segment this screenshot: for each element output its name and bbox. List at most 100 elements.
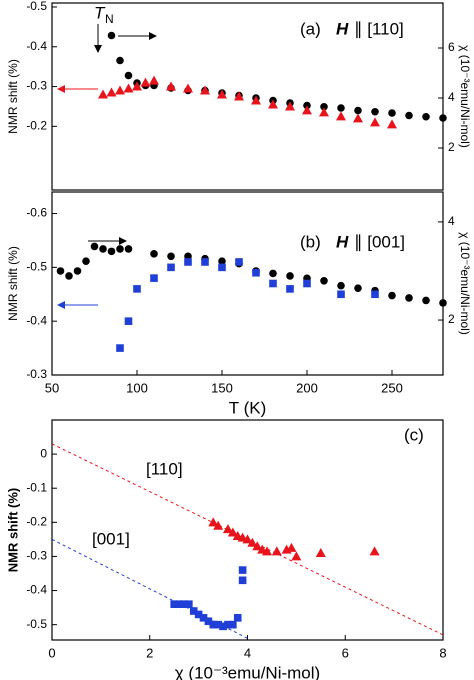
point	[303, 279, 311, 288]
point	[208, 517, 219, 527]
point	[286, 285, 294, 293]
x-tick-label: 250	[381, 380, 403, 395]
y-tick-label: -0.3	[26, 79, 47, 93]
point	[123, 83, 134, 93]
point	[213, 520, 224, 530]
point	[370, 117, 380, 127]
point	[98, 89, 108, 99]
point	[166, 81, 176, 91]
y-tick-label: -0.5	[26, 617, 47, 631]
line-label: [110]	[146, 459, 183, 478]
point	[271, 546, 282, 556]
y2-tick-label: 4	[448, 90, 455, 104]
point	[175, 600, 183, 608]
point	[269, 279, 277, 288]
point	[234, 91, 244, 101]
point	[269, 269, 277, 278]
y-tick-label: 0	[40, 446, 47, 460]
point	[184, 258, 192, 266]
point	[262, 546, 273, 556]
x-tick-label: 150	[211, 380, 233, 395]
point	[439, 114, 447, 122]
y2-tick-label: 2	[448, 312, 455, 326]
point	[251, 95, 261, 105]
point	[56, 267, 65, 275]
field-direction: ∥ [001]	[354, 232, 405, 251]
point	[422, 112, 430, 121]
y2-axis-label: χ (10⁻³emu/Ni-mol)	[458, 232, 472, 335]
panel-label: (a)	[300, 19, 321, 38]
point	[124, 245, 133, 253]
y-tick-label: -0.2	[26, 119, 47, 133]
y-tick-label: -0.5	[26, 260, 47, 274]
point	[315, 548, 326, 558]
tn-label: T	[94, 3, 106, 22]
point	[99, 245, 107, 253]
point	[116, 245, 124, 253]
point	[422, 296, 430, 305]
point	[214, 620, 222, 629]
point	[371, 290, 379, 299]
point	[227, 527, 238, 537]
point	[150, 250, 158, 258]
y-tick-label: -0.5	[26, 0, 47, 13]
point	[252, 541, 263, 551]
point	[107, 247, 116, 256]
point	[222, 524, 233, 534]
x-tick-label: 200	[296, 380, 318, 395]
y2-axis-label: χ (10⁻³emu/Ni-mol)	[458, 45, 472, 148]
y2-tick-label: 6	[448, 40, 455, 54]
point	[133, 285, 141, 293]
point	[388, 109, 396, 117]
point	[199, 614, 208, 622]
point	[291, 551, 302, 561]
point	[217, 89, 227, 99]
point	[209, 620, 218, 629]
point	[369, 546, 380, 556]
point	[388, 291, 396, 300]
point	[82, 257, 90, 265]
y-tick-label: -0.3	[26, 549, 47, 563]
field-label: H	[336, 19, 349, 38]
plot-frame	[51, 191, 444, 376]
point	[115, 85, 125, 95]
point	[124, 317, 133, 325]
field-direction: ∥ [110]	[354, 19, 404, 38]
point	[320, 102, 328, 111]
point	[268, 99, 278, 109]
point	[170, 600, 178, 608]
point	[238, 566, 247, 574]
x-tick-label: 6	[342, 645, 349, 660]
point	[132, 81, 142, 91]
point	[336, 111, 346, 121]
x-tick-label: 8	[439, 645, 446, 660]
y-tick-label: -0.4	[26, 583, 47, 597]
point	[185, 600, 193, 608]
point	[194, 610, 203, 619]
point	[149, 75, 159, 85]
point	[353, 113, 363, 123]
point	[90, 242, 99, 251]
plot-frame	[51, 2, 444, 191]
y-axis-label: NMR shift (%)	[5, 488, 20, 573]
point	[116, 56, 124, 65]
point	[405, 111, 413, 120]
tn-subscript: N	[105, 12, 114, 26]
point	[65, 272, 73, 280]
point	[200, 85, 210, 95]
point	[319, 107, 329, 117]
y-tick-label: -0.6	[26, 206, 47, 220]
point	[302, 105, 312, 115]
point	[337, 281, 345, 290]
point	[286, 272, 294, 280]
point	[286, 542, 297, 552]
panel-label: (b)	[300, 232, 321, 251]
point	[73, 267, 82, 275]
point	[238, 576, 247, 585]
point	[140, 77, 151, 87]
x-tick-label: 4	[244, 645, 251, 660]
point	[354, 106, 362, 115]
point	[106, 87, 117, 97]
y-tick-label: -0.3	[26, 367, 47, 381]
point	[371, 107, 379, 116]
